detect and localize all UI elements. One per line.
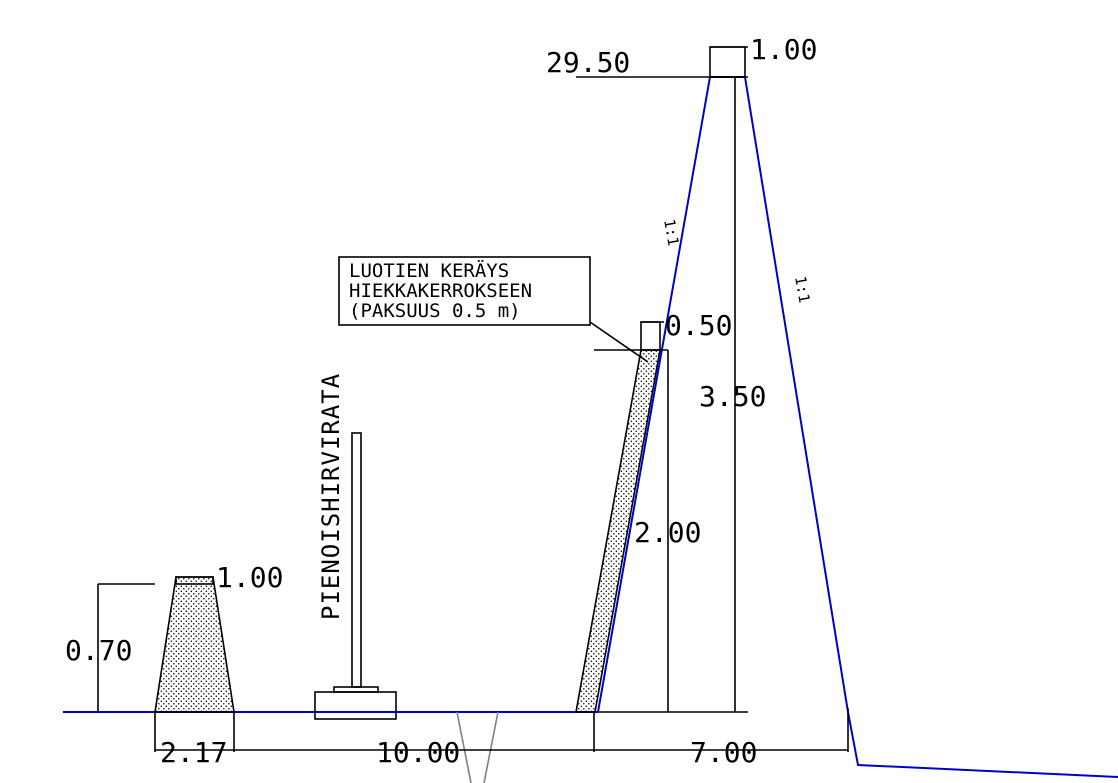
small-berm-top-box [175, 576, 214, 585]
berm-height-label: 3.50 [699, 380, 766, 413]
top-elevation-label: 29.50 [546, 46, 630, 79]
target-post [351, 432, 362, 688]
small-berm-top-label: 1.00 [216, 561, 283, 594]
note-box [338, 256, 591, 326]
track-name-label: PIENOISHIRVIRATA [317, 373, 345, 620]
slope-left-label: 1:1 [660, 218, 682, 248]
drain-ditch-right [483, 711, 499, 783]
small-berm [154, 576, 235, 713]
small-berm-height-label: 0.70 [65, 634, 132, 667]
target-base [314, 691, 397, 720]
berm-crest-box [709, 46, 746, 78]
main-berm-outline [597, 76, 1118, 778]
dim-berm-base-label: 7.00 [690, 736, 757, 769]
drain-ditch [456, 711, 472, 783]
note-leader [589, 321, 649, 363]
sand-height-label: 2.00 [634, 516, 701, 549]
sand-top-width-label: 0.50 [665, 309, 732, 342]
slope-right-label: 1:1 [791, 275, 813, 305]
dim-range-length-label: 10.00 [376, 736, 460, 769]
berm-top-width-label: 1.00 [750, 33, 817, 66]
dim-small-berm-base-label: 2.17 [160, 736, 227, 769]
note-line-1: LUOTIEN KERÄYS [349, 259, 509, 282]
note-line-2: HIEKKAKERROKSEEN [349, 280, 532, 302]
sand-top-box [640, 321, 661, 351]
note-line-3: (PAKSUUS 0.5 m) [349, 300, 521, 322]
